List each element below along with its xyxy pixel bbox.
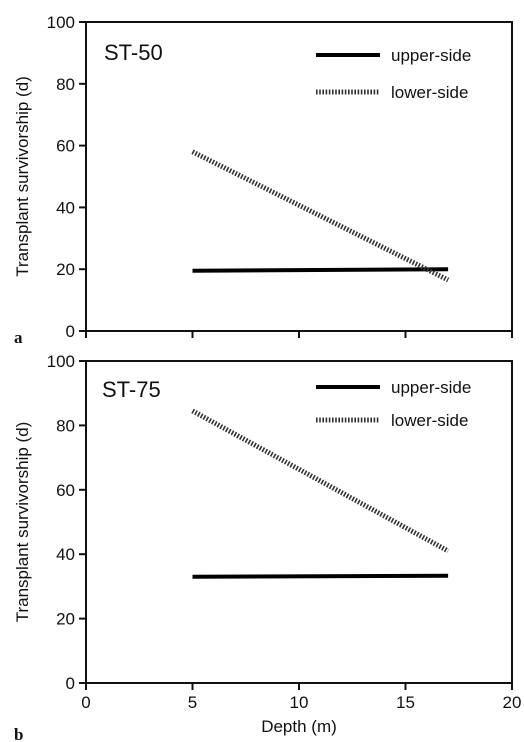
- y-tick-label: 80: [56, 416, 75, 435]
- plot-frame: [85, 21, 513, 332]
- y-tick-label: 60: [56, 481, 75, 500]
- panel-title: ST-50: [104, 40, 163, 65]
- y-tick-label: 0: [66, 322, 75, 341]
- series-line-upper-side: [192, 573, 449, 579]
- panel-letter: b: [14, 725, 23, 742]
- y-tick-label: 80: [56, 75, 75, 94]
- series-line-lower-side: [191, 408, 450, 554]
- y-axis-title: Transplant survivorship (d): [13, 76, 32, 277]
- x-tick-label: 0: [81, 693, 90, 712]
- y-tick-label: 20: [56, 610, 75, 629]
- x-tick-label: 20: [503, 693, 522, 712]
- y-tick-label: 100: [47, 13, 75, 32]
- series-line-upper-side: [192, 267, 449, 273]
- panel-b: 0 20 40 60 80 100 0 5 10 15 20 Transplant survivors…: [13, 352, 521, 742]
- legend-label: lower-side: [391, 83, 468, 102]
- legend-label: upper-side: [391, 46, 471, 65]
- legend-label: upper-side: [391, 378, 471, 397]
- y-tick-label: 40: [56, 198, 75, 217]
- x-tick-label: 15: [396, 693, 415, 712]
- x-tick-label: 5: [188, 693, 197, 712]
- legend-label: lower-side: [391, 411, 468, 430]
- panel-title: ST-75: [102, 377, 161, 402]
- y-tick-label: 20: [56, 260, 75, 279]
- x-axis-title: Depth (m): [261, 717, 337, 736]
- panel-a: 0 20 40 60 80 100 Transplant survivorship (d) S…: [13, 13, 513, 347]
- y-axis-title: Transplant survivorship (d): [13, 422, 32, 623]
- y-tick-label: 60: [56, 137, 75, 156]
- plot-frame: [85, 360, 513, 684]
- y-tick-label: 100: [47, 352, 75, 371]
- y-tick-label: 40: [56, 545, 75, 564]
- y-tick-label: 0: [66, 674, 75, 693]
- panel-letter: a: [14, 328, 23, 347]
- x-tick-label: 10: [290, 693, 309, 712]
- series-line-lower-side: [191, 149, 450, 283]
